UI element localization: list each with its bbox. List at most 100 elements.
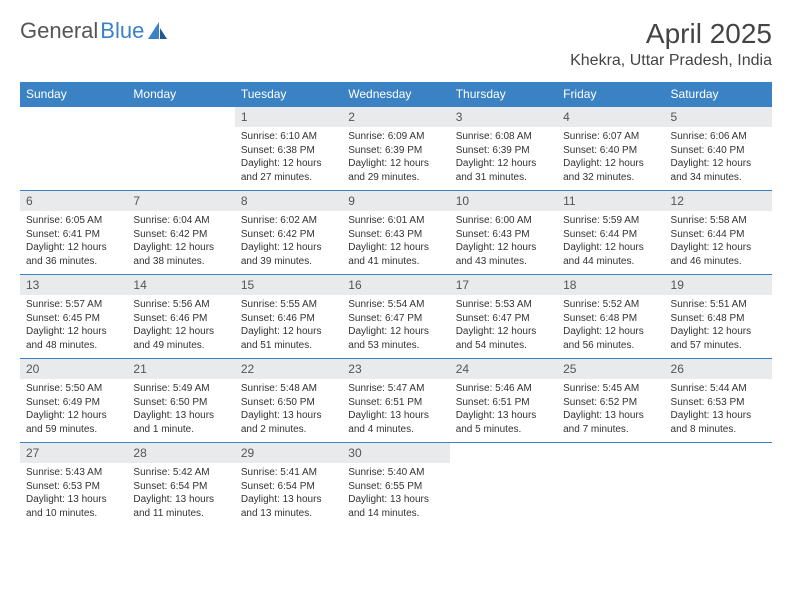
day-number: 25 <box>557 359 664 379</box>
day-number: 13 <box>20 275 127 295</box>
sunrise-text: Sunrise: 5:45 AM <box>563 382 658 396</box>
calendar-day-cell: 12Sunrise: 5:58 AMSunset: 6:44 PMDayligh… <box>665 191 772 275</box>
daylight-text: Daylight: 12 hours and 41 minutes. <box>348 241 443 268</box>
calendar-day-cell <box>127 107 234 191</box>
calendar-day-cell: 14Sunrise: 5:56 AMSunset: 6:46 PMDayligh… <box>127 275 234 359</box>
day-details: Sunrise: 5:55 AMSunset: 6:46 PMDaylight:… <box>235 295 342 356</box>
sunrise-text: Sunrise: 5:46 AM <box>456 382 551 396</box>
sunset-text: Sunset: 6:44 PM <box>671 228 766 242</box>
daylight-text: Daylight: 12 hours and 27 minutes. <box>241 157 336 184</box>
calendar-day-cell: 25Sunrise: 5:45 AMSunset: 6:52 PMDayligh… <box>557 359 664 443</box>
daylight-text: Daylight: 12 hours and 43 minutes. <box>456 241 551 268</box>
calendar-day-cell: 27Sunrise: 5:43 AMSunset: 6:53 PMDayligh… <box>20 443 127 527</box>
sunset-text: Sunset: 6:53 PM <box>671 396 766 410</box>
day-number: 6 <box>20 191 127 211</box>
day-details: Sunrise: 5:45 AMSunset: 6:52 PMDaylight:… <box>557 379 664 440</box>
day-details: Sunrise: 5:42 AMSunset: 6:54 PMDaylight:… <box>127 463 234 524</box>
location-label: Khekra, Uttar Pradesh, India <box>570 52 772 70</box>
calendar-day-cell: 28Sunrise: 5:42 AMSunset: 6:54 PMDayligh… <box>127 443 234 527</box>
calendar-day-cell: 6Sunrise: 6:05 AMSunset: 6:41 PMDaylight… <box>20 191 127 275</box>
day-details: Sunrise: 5:52 AMSunset: 6:48 PMDaylight:… <box>557 295 664 356</box>
day-details: Sunrise: 5:50 AMSunset: 6:49 PMDaylight:… <box>20 379 127 440</box>
sunrise-text: Sunrise: 5:58 AM <box>671 214 766 228</box>
month-title: April 2025 <box>570 18 772 50</box>
daylight-text: Daylight: 13 hours and 14 minutes. <box>348 493 443 520</box>
sunrise-text: Sunrise: 6:07 AM <box>563 130 658 144</box>
day-details: Sunrise: 5:40 AMSunset: 6:55 PMDaylight:… <box>342 463 449 524</box>
calendar-day-cell: 8Sunrise: 6:02 AMSunset: 6:42 PMDaylight… <box>235 191 342 275</box>
daylight-text: Daylight: 12 hours and 32 minutes. <box>563 157 658 184</box>
day-number: 10 <box>450 191 557 211</box>
daylight-text: Daylight: 13 hours and 2 minutes. <box>241 409 336 436</box>
day-details: Sunrise: 5:41 AMSunset: 6:54 PMDaylight:… <box>235 463 342 524</box>
day-details: Sunrise: 6:09 AMSunset: 6:39 PMDaylight:… <box>342 127 449 188</box>
day-number: 21 <box>127 359 234 379</box>
calendar-day-cell: 9Sunrise: 6:01 AMSunset: 6:43 PMDaylight… <box>342 191 449 275</box>
calendar-day-cell <box>20 107 127 191</box>
day-number: 30 <box>342 443 449 463</box>
calendar-day-cell <box>557 443 664 527</box>
calendar-day-cell: 17Sunrise: 5:53 AMSunset: 6:47 PMDayligh… <box>450 275 557 359</box>
day-details: Sunrise: 5:58 AMSunset: 6:44 PMDaylight:… <box>665 211 772 272</box>
day-number: 28 <box>127 443 234 463</box>
daylight-text: Daylight: 13 hours and 11 minutes. <box>133 493 228 520</box>
sunset-text: Sunset: 6:39 PM <box>456 144 551 158</box>
day-details: Sunrise: 5:56 AMSunset: 6:46 PMDaylight:… <box>127 295 234 356</box>
day-number: 17 <box>450 275 557 295</box>
sunrise-text: Sunrise: 5:40 AM <box>348 466 443 480</box>
sunset-text: Sunset: 6:53 PM <box>26 480 121 494</box>
sunrise-text: Sunrise: 5:52 AM <box>563 298 658 312</box>
daylight-text: Daylight: 12 hours and 38 minutes. <box>133 241 228 268</box>
logo: GeneralBlue <box>20 18 168 44</box>
sunrise-text: Sunrise: 6:01 AM <box>348 214 443 228</box>
daylight-text: Daylight: 12 hours and 54 minutes. <box>456 325 551 352</box>
daylight-text: Daylight: 12 hours and 36 minutes. <box>26 241 121 268</box>
day-number: 29 <box>235 443 342 463</box>
weekday-header: Wednesday <box>342 82 449 107</box>
calendar-week-row: 13Sunrise: 5:57 AMSunset: 6:45 PMDayligh… <box>20 275 772 359</box>
title-block: April 2025 Khekra, Uttar Pradesh, India <box>570 18 772 70</box>
sunset-text: Sunset: 6:48 PM <box>671 312 766 326</box>
calendar-day-cell: 16Sunrise: 5:54 AMSunset: 6:47 PMDayligh… <box>342 275 449 359</box>
calendar-week-row: 6Sunrise: 6:05 AMSunset: 6:41 PMDaylight… <box>20 191 772 275</box>
day-details: Sunrise: 6:10 AMSunset: 6:38 PMDaylight:… <box>235 127 342 188</box>
calendar-day-cell: 29Sunrise: 5:41 AMSunset: 6:54 PMDayligh… <box>235 443 342 527</box>
sunrise-text: Sunrise: 5:49 AM <box>133 382 228 396</box>
daylight-text: Daylight: 13 hours and 4 minutes. <box>348 409 443 436</box>
sunset-text: Sunset: 6:45 PM <box>26 312 121 326</box>
sunset-text: Sunset: 6:51 PM <box>456 396 551 410</box>
day-details: Sunrise: 5:43 AMSunset: 6:53 PMDaylight:… <box>20 463 127 524</box>
calendar-week-row: 1Sunrise: 6:10 AMSunset: 6:38 PMDaylight… <box>20 107 772 191</box>
daylight-text: Daylight: 13 hours and 5 minutes. <box>456 409 551 436</box>
sunrise-text: Sunrise: 5:53 AM <box>456 298 551 312</box>
calendar-day-cell: 22Sunrise: 5:48 AMSunset: 6:50 PMDayligh… <box>235 359 342 443</box>
day-details: Sunrise: 5:53 AMSunset: 6:47 PMDaylight:… <box>450 295 557 356</box>
calendar-day-cell: 30Sunrise: 5:40 AMSunset: 6:55 PMDayligh… <box>342 443 449 527</box>
day-details: Sunrise: 6:05 AMSunset: 6:41 PMDaylight:… <box>20 211 127 272</box>
calendar-day-cell: 24Sunrise: 5:46 AMSunset: 6:51 PMDayligh… <box>450 359 557 443</box>
day-number: 7 <box>127 191 234 211</box>
day-details: Sunrise: 5:49 AMSunset: 6:50 PMDaylight:… <box>127 379 234 440</box>
day-details: Sunrise: 5:46 AMSunset: 6:51 PMDaylight:… <box>450 379 557 440</box>
calendar-day-cell: 21Sunrise: 5:49 AMSunset: 6:50 PMDayligh… <box>127 359 234 443</box>
sunrise-text: Sunrise: 5:42 AM <box>133 466 228 480</box>
sunset-text: Sunset: 6:38 PM <box>241 144 336 158</box>
day-details: Sunrise: 6:06 AMSunset: 6:40 PMDaylight:… <box>665 127 772 188</box>
day-details: Sunrise: 5:57 AMSunset: 6:45 PMDaylight:… <box>20 295 127 356</box>
day-details: Sunrise: 5:44 AMSunset: 6:53 PMDaylight:… <box>665 379 772 440</box>
day-details: Sunrise: 5:59 AMSunset: 6:44 PMDaylight:… <box>557 211 664 272</box>
daylight-text: Daylight: 12 hours and 34 minutes. <box>671 157 766 184</box>
daylight-text: Daylight: 13 hours and 10 minutes. <box>26 493 121 520</box>
day-number: 14 <box>127 275 234 295</box>
day-number: 1 <box>235 107 342 127</box>
day-details: Sunrise: 6:02 AMSunset: 6:42 PMDaylight:… <box>235 211 342 272</box>
day-number: 19 <box>665 275 772 295</box>
day-number: 8 <box>235 191 342 211</box>
sunrise-text: Sunrise: 6:04 AM <box>133 214 228 228</box>
calendar-week-row: 20Sunrise: 5:50 AMSunset: 6:49 PMDayligh… <box>20 359 772 443</box>
daylight-text: Daylight: 12 hours and 46 minutes. <box>671 241 766 268</box>
weekday-header: Tuesday <box>235 82 342 107</box>
sunset-text: Sunset: 6:47 PM <box>348 312 443 326</box>
day-number: 12 <box>665 191 772 211</box>
daylight-text: Daylight: 12 hours and 49 minutes. <box>133 325 228 352</box>
